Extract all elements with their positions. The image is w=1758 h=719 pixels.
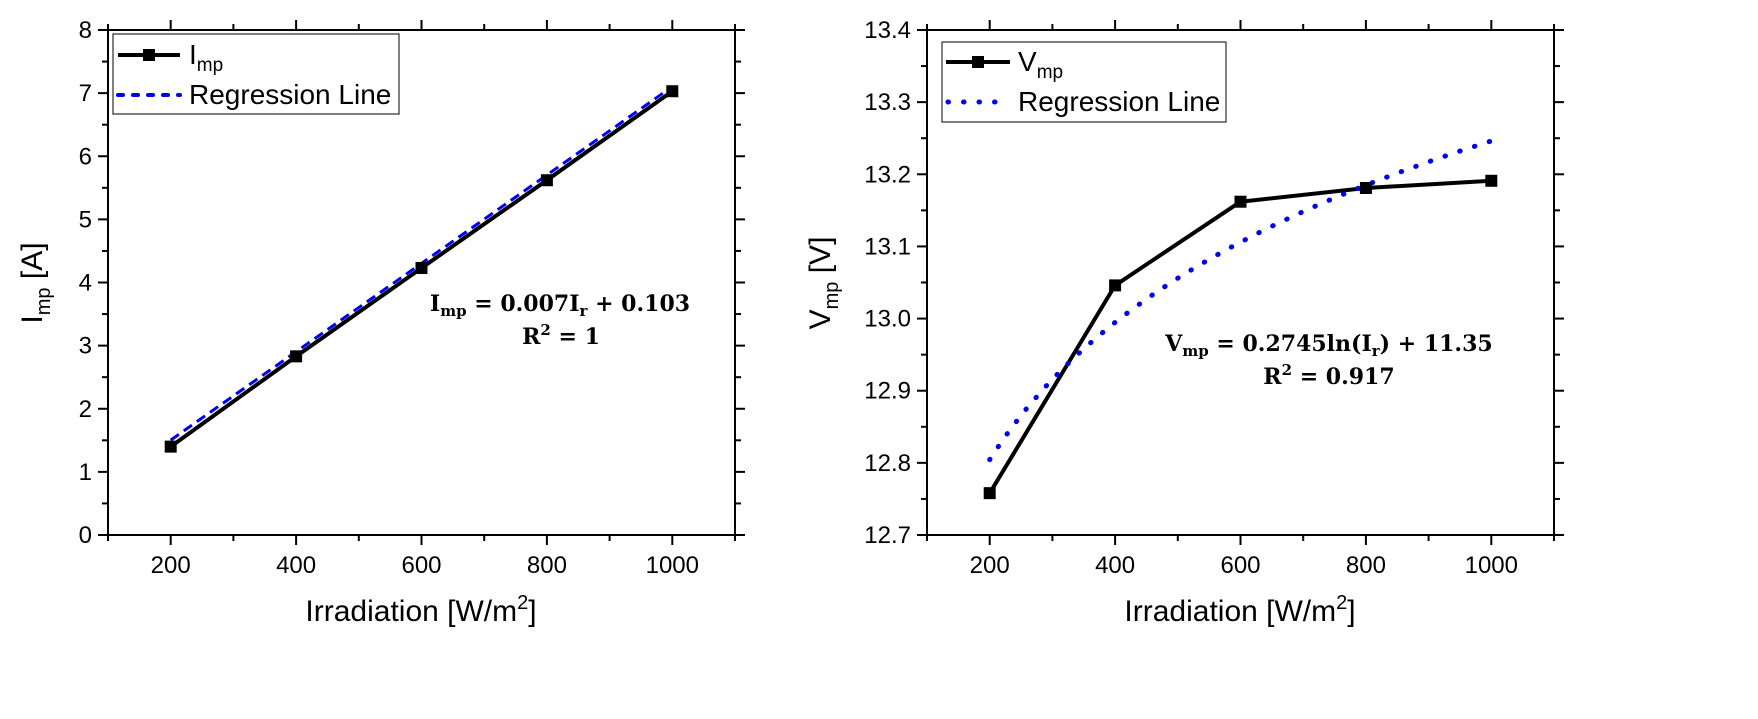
data-point-marker [666, 85, 679, 98]
y-tick-label: 1 [79, 459, 92, 486]
y-tick-label: 13.1 [864, 233, 911, 260]
y-tick-label: 13.3 [864, 89, 911, 116]
data-point-marker [540, 174, 553, 187]
equation-line-2: R2 = 1 [522, 321, 600, 350]
series-line-regression [987, 138, 1494, 463]
y-tick-label: 13.4 [864, 17, 911, 44]
y-axis-title: Imp [A] [16, 242, 55, 323]
x-tick-label: 1000 [1465, 552, 1518, 579]
equation-line-2: R2 = 0.917 [1263, 361, 1394, 390]
x-tick-label: 800 [1346, 552, 1386, 579]
y-tick-label: 2 [79, 396, 92, 423]
chart-vmp: 200 400 600 800 1000 12.7 12.8 12.9 13.0 13.1 13.… [804, 17, 1564, 628]
chart-imp: 200 400 600 800 1000 0 1 2 3 4 5 6 7 8 Imp = 0.007Ir… [16, 17, 745, 628]
y-tick-label: 0 [79, 522, 92, 549]
data-point-marker [1234, 195, 1247, 208]
legend-marker-vmp [972, 56, 984, 68]
legend-label-regression: Regression Line [1018, 86, 1220, 117]
y-tick-label: 8 [79, 17, 92, 44]
x-tick-label: 600 [1220, 552, 1260, 579]
legend: Vmp Regression Line [941, 41, 1227, 123]
x-tick-label: 600 [401, 552, 441, 579]
equation-line-1: Vmp = 0.2745ln(Ir) + 11.35 [1164, 331, 1492, 360]
x-tick-label: 400 [276, 552, 316, 579]
x-tick-label: 1000 [646, 552, 699, 579]
equation-line-1: Imp = 0.007Ir + 0.103 [430, 291, 690, 320]
y-ticks: 12.7 12.8 12.9 13.0 13.1 13.2 13.3 13.4 [864, 17, 1564, 549]
data-point-marker [1109, 279, 1122, 292]
legend-box [112, 33, 400, 115]
series-layer [164, 85, 679, 453]
y-ticks: 0 1 2 3 4 5 6 7 8 [79, 17, 745, 549]
y-tick-label: 7 [79, 80, 92, 107]
data-point-marker [290, 350, 303, 363]
y-axis-title: Vmp [V] [804, 237, 843, 330]
legend: Imp Regression Line [112, 33, 400, 115]
x-tick-label: 200 [970, 552, 1010, 579]
data-point-marker [1359, 181, 1372, 194]
data-point-marker [164, 440, 177, 453]
legend-label-vmp: Vmp [1018, 46, 1063, 83]
x-tick-label: 400 [1095, 552, 1135, 579]
y-tick-label: 6 [79, 143, 92, 170]
x-ticks: 200 400 600 800 1000 [107, 20, 736, 579]
y-tick-label: 12.7 [864, 522, 911, 549]
x-tick-label: 200 [151, 552, 191, 579]
legend-box [941, 41, 1227, 123]
y-tick-label: 13.2 [864, 161, 911, 188]
y-tick-label: 13.0 [864, 306, 911, 333]
y-tick-label: 5 [79, 206, 92, 233]
y-tick-label: 12.9 [864, 378, 911, 405]
y-tick-label: 4 [79, 270, 92, 297]
data-point-marker [1485, 174, 1498, 187]
y-tick-label: 12.8 [864, 450, 911, 477]
series-layer [983, 138, 1498, 500]
x-axis-title: Irradiation [W/m2] [1124, 592, 1355, 628]
legend-label-regression: Regression Line [189, 79, 391, 110]
x-axis-title: Irradiation [W/m2] [305, 592, 536, 628]
data-point-marker [415, 261, 428, 274]
legend-label-imp: Imp [189, 39, 223, 76]
y-tick-label: 3 [79, 333, 92, 360]
x-tick-label: 800 [527, 552, 567, 579]
legend-marker-imp [143, 49, 155, 61]
data-point-marker [983, 487, 996, 500]
